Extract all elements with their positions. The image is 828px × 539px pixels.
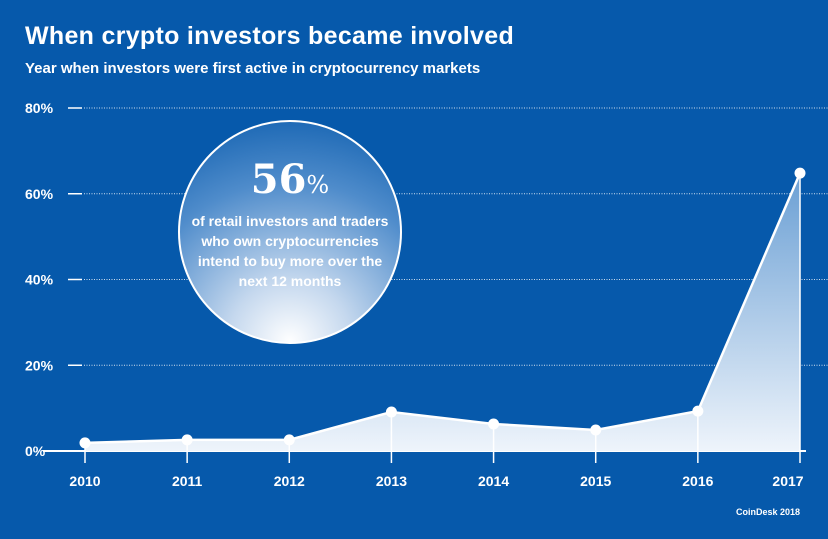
data-point	[590, 424, 602, 436]
source-credit: CoinDesk 2018	[735, 507, 800, 517]
data-point	[794, 167, 806, 179]
x-tick-label: 2011	[172, 473, 203, 489]
annotation-number: 56	[250, 156, 307, 203]
x-tick-label: 2012	[274, 473, 305, 489]
x-tick-label: 2014	[478, 473, 509, 489]
annotation-value: 56%	[180, 158, 400, 207]
chart-subtitle: Year when investors were first active in…	[25, 60, 481, 77]
data-point	[79, 437, 91, 449]
data-point	[283, 434, 295, 446]
y-tick-label: 60%	[25, 186, 54, 202]
x-tick-label: 2016	[682, 473, 713, 489]
y-tick-label: 20%	[25, 357, 54, 373]
y-tick-label: 80%	[25, 100, 54, 116]
x-tick-label: 2010	[69, 473, 100, 489]
y-tick-label: 0%	[25, 443, 46, 459]
x-tick-label: 2013	[376, 473, 407, 489]
data-point	[181, 434, 193, 446]
data-point	[692, 405, 704, 417]
annotation-text: of retail investors and traders who own …	[191, 213, 389, 289]
chart-title: When crypto investors became involved	[25, 22, 515, 50]
annotation-bubble: 56% of retail investors and traders who …	[178, 120, 402, 344]
x-tick-label: 2015	[580, 473, 611, 489]
data-point	[385, 406, 397, 418]
y-tick-label: 40%	[25, 272, 54, 288]
series-line	[84, 172, 802, 445]
x-tick-label: 2017	[772, 473, 803, 489]
area-fill	[85, 173, 800, 452]
data-point	[488, 418, 500, 430]
annotation-unit: %	[306, 171, 330, 199]
